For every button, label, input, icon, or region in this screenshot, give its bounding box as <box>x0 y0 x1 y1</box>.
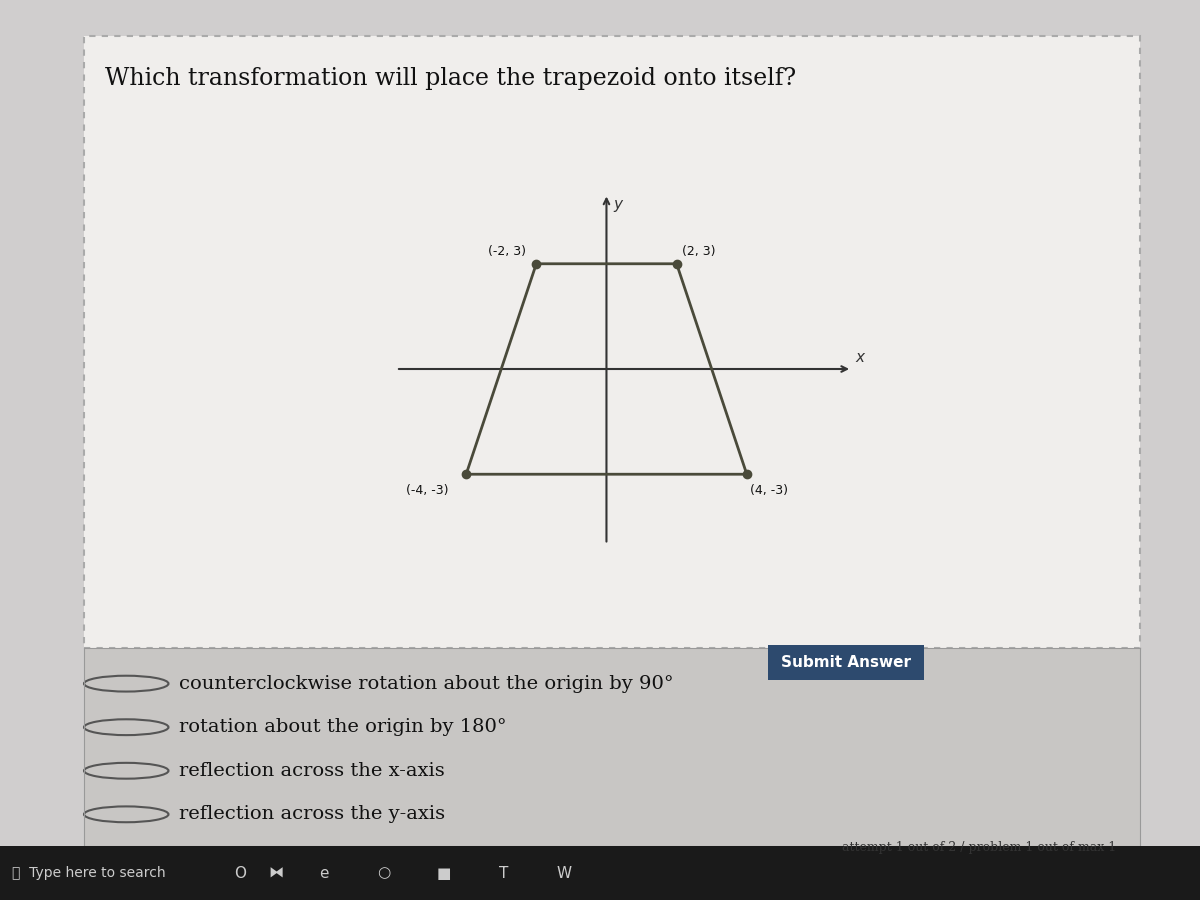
Text: y: y <box>613 197 623 212</box>
Text: (-4, -3): (-4, -3) <box>406 483 449 497</box>
Text: ⌕  Type here to search: ⌕ Type here to search <box>12 866 166 880</box>
Text: Ṫ: Ṫ <box>499 866 509 880</box>
Text: reflection across the y-axis: reflection across the y-axis <box>179 806 445 824</box>
Text: (4, -3): (4, -3) <box>750 483 788 497</box>
Text: Submit Answer: Submit Answer <box>781 655 911 670</box>
Text: (2, 3): (2, 3) <box>682 245 715 258</box>
Text: ○: ○ <box>377 866 391 880</box>
Text: W: W <box>557 866 571 880</box>
Text: ⧓: ⧓ <box>269 866 283 880</box>
Text: (-2, 3): (-2, 3) <box>487 245 526 258</box>
Text: Which transformation will place the trapezoid onto itself?: Which transformation will place the trap… <box>106 67 797 90</box>
Text: O: O <box>234 866 246 880</box>
Text: reflection across the x-axis: reflection across the x-axis <box>179 761 445 779</box>
Text: counterclockwise rotation about the origin by 90°: counterclockwise rotation about the orig… <box>179 675 673 693</box>
Text: ■: ■ <box>437 866 451 880</box>
Text: attempt 1 out of 2 / problem 1 out of max 1: attempt 1 out of 2 / problem 1 out of ma… <box>841 842 1116 854</box>
Text: rotation about the origin by 180°: rotation about the origin by 180° <box>179 718 506 736</box>
Text: x: x <box>856 350 864 365</box>
Text: e: e <box>319 866 329 880</box>
